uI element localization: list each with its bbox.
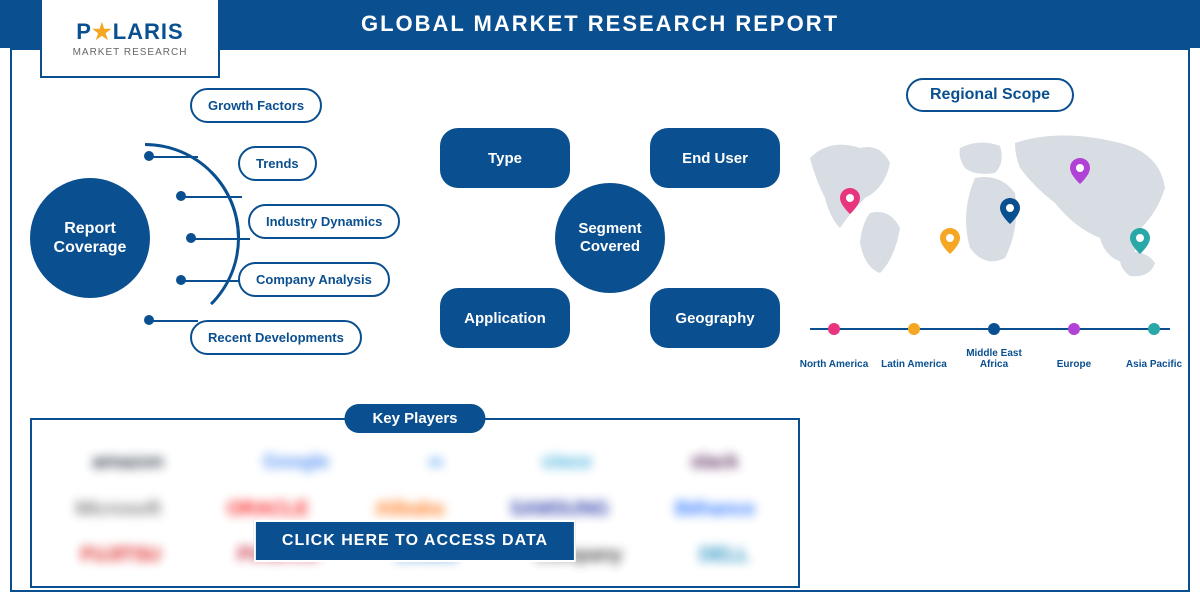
map-pin-icon — [840, 188, 860, 214]
content-area: Report Coverage Growth Factors Trends Indu… — [0, 48, 1200, 600]
page-title: GLOBAL MARKET RESEARCH REPORT — [361, 11, 839, 37]
player-logo: ORACLE — [227, 498, 308, 521]
region-label: Latin America — [879, 359, 949, 370]
region-label: Europe — [1039, 359, 1109, 370]
segment-center-label: Segment Covered — [555, 183, 665, 293]
region-axis-stop — [1148, 323, 1160, 335]
regional-title: Regional Scope — [906, 78, 1074, 112]
key-players-title: Key Players — [344, 404, 485, 433]
coverage-connector-line — [180, 280, 242, 282]
segment-box: Geography — [650, 288, 780, 348]
region-axis-stop — [908, 323, 920, 335]
coverage-connector-line — [190, 238, 250, 240]
regional-scope-section: Regional Scope North America Latin Americ… — [800, 78, 1180, 378]
coverage-center-label: Report Coverage — [30, 178, 150, 298]
player-logo: amazon — [92, 451, 163, 474]
region-label: Middle East Africa — [959, 348, 1029, 370]
player-logo: Google — [263, 451, 329, 474]
coverage-item-pill: Company Analysis — [238, 262, 390, 297]
coverage-item-pill: Trends — [238, 146, 317, 181]
region-axis-stop — [1068, 323, 1080, 335]
player-logo: FUJITSU — [81, 544, 161, 567]
player-logo: Microsoft — [75, 498, 161, 521]
coverage-item-pill: Growth Factors — [190, 88, 322, 123]
report-coverage-section: Report Coverage Growth Factors Trends Indu… — [30, 88, 430, 388]
region-axis-stop — [988, 323, 1000, 335]
region-axis-stop — [828, 323, 840, 335]
coverage-connector-line — [180, 196, 242, 198]
logo-text-right: LARIS — [113, 19, 184, 44]
key-players-section: Key Players amazonGoogle∞ciscoslack Micr… — [30, 418, 800, 588]
segment-box: End User — [650, 128, 780, 188]
coverage-item-pill: Recent Developments — [190, 320, 362, 355]
player-logo: Alibaba — [375, 498, 444, 521]
map-pin-icon — [1000, 198, 1020, 224]
segment-covered-section: Segment Covered Type End User Application G… — [440, 108, 780, 368]
region-label: North America — [799, 359, 869, 370]
brand-logo: P★LARIS MARKET RESEARCH — [40, 0, 220, 78]
logo-main: P★LARIS — [76, 19, 183, 45]
map-pin-icon — [1130, 228, 1150, 254]
segment-box: Type — [440, 128, 570, 188]
player-logo: cisco — [542, 451, 591, 474]
coverage-connector-line — [148, 156, 198, 158]
region-label: Asia Pacific — [1119, 359, 1189, 370]
logo-text-left: P — [76, 19, 92, 44]
access-data-button[interactable]: CLICK HERE TO ACCESS DATA — [254, 520, 576, 562]
map-pin-icon — [940, 228, 960, 254]
logo-subtitle: MARKET RESEARCH — [73, 47, 188, 58]
coverage-item-pill: Industry Dynamics — [248, 204, 400, 239]
coverage-connector-line — [148, 320, 198, 322]
star-icon: ★ — [92, 19, 113, 44]
player-logo: Bēhance — [675, 498, 755, 521]
player-logo: SAMSUNG — [510, 498, 609, 521]
player-logo: slack — [691, 451, 739, 474]
player-logo: ∞ — [429, 451, 443, 474]
map-pin-icon — [1070, 158, 1090, 184]
segment-box: Application — [440, 288, 570, 348]
player-logo: DELL — [699, 544, 749, 567]
